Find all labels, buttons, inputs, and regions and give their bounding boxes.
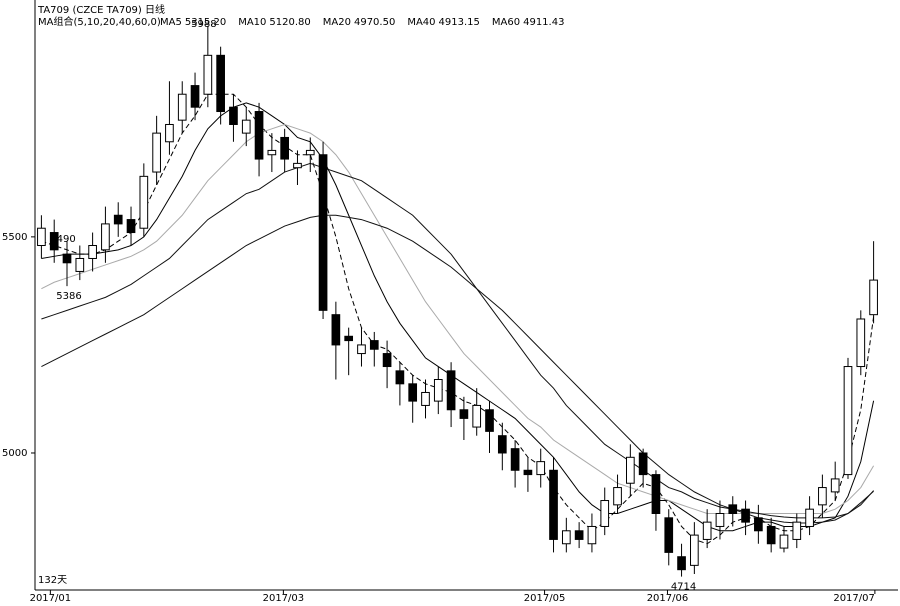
candle-body (779, 534, 789, 549)
ma-line (41, 102, 875, 532)
legend-name: MA5 (160, 17, 182, 28)
candle-body (664, 517, 674, 553)
candle-body (702, 521, 712, 540)
legend-name: MA60 (492, 17, 520, 28)
candle-body (561, 530, 571, 545)
candle-body (715, 512, 725, 527)
candle-body (267, 149, 277, 156)
candle-body (88, 245, 97, 259)
candle-body (856, 318, 866, 368)
annotation: 5490 (50, 234, 75, 245)
candle-body (651, 474, 661, 514)
candle-body (600, 500, 610, 527)
x-tick-label: 2017/07 (833, 593, 875, 604)
candle-body (293, 162, 302, 169)
x-tick-label: 2017/06 (647, 593, 689, 604)
y-tick-label: 5000 (2, 448, 27, 459)
legend-value: 4913.15 (439, 17, 480, 28)
chart-title: TA709 (CZCE TA709) 日线 (37, 3, 165, 16)
candle-body (869, 279, 878, 316)
candle-body (728, 504, 738, 514)
candle-body (395, 370, 405, 385)
candle-body (357, 344, 366, 355)
candle-body (126, 219, 136, 234)
candle-body (190, 85, 200, 108)
legend-value: 5315.20 (185, 17, 226, 28)
candle-body (382, 353, 392, 368)
candle-body (459, 409, 469, 419)
legend-name: MA20 (323, 17, 351, 28)
candle-body (818, 487, 827, 506)
candle-body (497, 435, 507, 454)
candle-body (805, 508, 814, 527)
candle-body (421, 391, 430, 406)
candle-body (536, 461, 546, 476)
legend-value: 4911.43 (523, 17, 564, 28)
annotation: 5386 (56, 291, 81, 302)
candle-body (408, 383, 418, 402)
candle-body (177, 93, 187, 121)
candle-body (754, 517, 763, 532)
candle-body (472, 404, 482, 428)
candle-body (638, 452, 648, 476)
candle-body (152, 132, 161, 173)
candle-body (305, 149, 315, 156)
candle-body (331, 314, 341, 346)
candle-body (741, 508, 750, 523)
candle-body (113, 214, 123, 225)
candle-body (229, 106, 238, 125)
candle-body (344, 335, 354, 342)
legend-name: MA40 (407, 17, 435, 28)
candle-body (587, 525, 597, 545)
candle-body (843, 366, 853, 476)
candle-body (254, 111, 264, 160)
candle-body (139, 175, 149, 229)
candle-body (766, 525, 776, 545)
candle-body (216, 54, 225, 113)
candle-body (485, 409, 494, 432)
candle-body (574, 530, 584, 540)
candle-body (792, 521, 802, 540)
candle-body (62, 253, 72, 264)
footer: 132天 (38, 575, 67, 586)
annotation: 4714 (671, 582, 696, 593)
y-tick-label: 5500 (2, 232, 27, 243)
candle-body (49, 232, 59, 251)
candle-body (75, 257, 85, 272)
candle-body (523, 469, 533, 476)
candle-body (318, 154, 328, 311)
candle-body (280, 136, 289, 160)
candle-body (830, 478, 840, 493)
legend-value: 4970.50 (354, 17, 395, 28)
candle-body (37, 227, 46, 247)
legend-value: 5120.80 (269, 17, 310, 28)
ma-line (41, 93, 875, 545)
candle-body (241, 119, 251, 134)
candle-body (510, 448, 520, 471)
legend-name: MA10 (238, 17, 266, 28)
candle-body (165, 123, 174, 143)
candle-body (433, 379, 443, 402)
candle-body (677, 556, 686, 571)
annotation: 5988 (191, 19, 216, 30)
candle-body (203, 54, 213, 95)
candle-body (626, 456, 635, 484)
candle-body (369, 340, 379, 350)
candle-body (549, 469, 558, 540)
x-tick-label: 2017/03 (263, 593, 305, 604)
chart-subtitle: MA组合(5,10,20,40,60,0) (38, 15, 161, 28)
x-tick-label: 2017/01 (30, 593, 72, 604)
candle-body (446, 370, 456, 411)
candle-body (690, 534, 699, 566)
x-tick-label: 2017/05 (524, 593, 566, 604)
candle-body (101, 223, 110, 251)
candle-body (613, 487, 622, 506)
